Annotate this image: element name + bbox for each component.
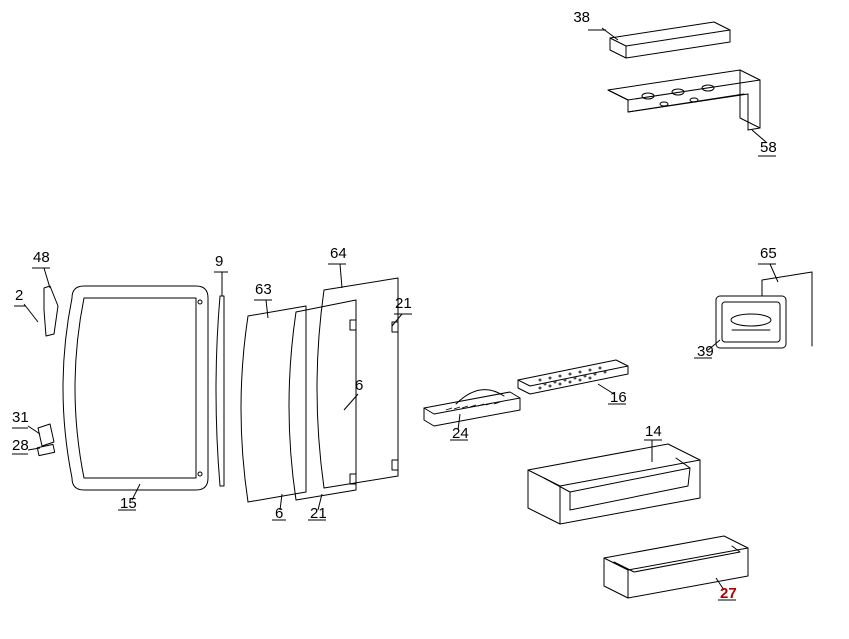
label-39: 39 [697, 343, 714, 360]
label-31: 31 [12, 409, 29, 426]
label-65: 65 [760, 245, 777, 262]
label-6a: 6 [355, 377, 363, 394]
label-2: 2 [15, 287, 23, 304]
part-hinge-pin-28 [37, 444, 54, 455]
label-63: 63 [255, 281, 272, 298]
part-plate-38 [610, 22, 730, 58]
label-64: 64 [330, 245, 347, 262]
part-tray-14 [528, 444, 700, 524]
label-38: 38 [573, 9, 590, 26]
label-58: 58 [760, 139, 777, 156]
label-28: 28 [12, 437, 29, 454]
part-bracket-58 [608, 70, 760, 130]
part-handle-top [44, 286, 58, 336]
exploded-diagram: 38 58 65 39 48 2 31 28 9 63 64 21 [0, 0, 849, 639]
label-15: 15 [120, 495, 137, 512]
part-grate-24 [424, 390, 520, 426]
part-door-frame [63, 286, 208, 490]
part-gasket-15 [216, 296, 224, 486]
part-hinge-pin-31 [38, 424, 54, 446]
label-27: 27 [720, 585, 737, 602]
part-glass-21 [289, 300, 356, 500]
label-6b: 6 [275, 505, 283, 522]
part-panel-39 [716, 296, 786, 348]
label-16: 16 [610, 389, 627, 406]
label-48: 48 [33, 249, 50, 266]
label-14: 14 [645, 423, 662, 440]
label-24: 24 [452, 425, 469, 442]
part-glass-63 [241, 306, 306, 502]
label-21a: 21 [395, 295, 412, 312]
label-9: 9 [215, 253, 223, 270]
label-21b: 21 [310, 505, 327, 522]
